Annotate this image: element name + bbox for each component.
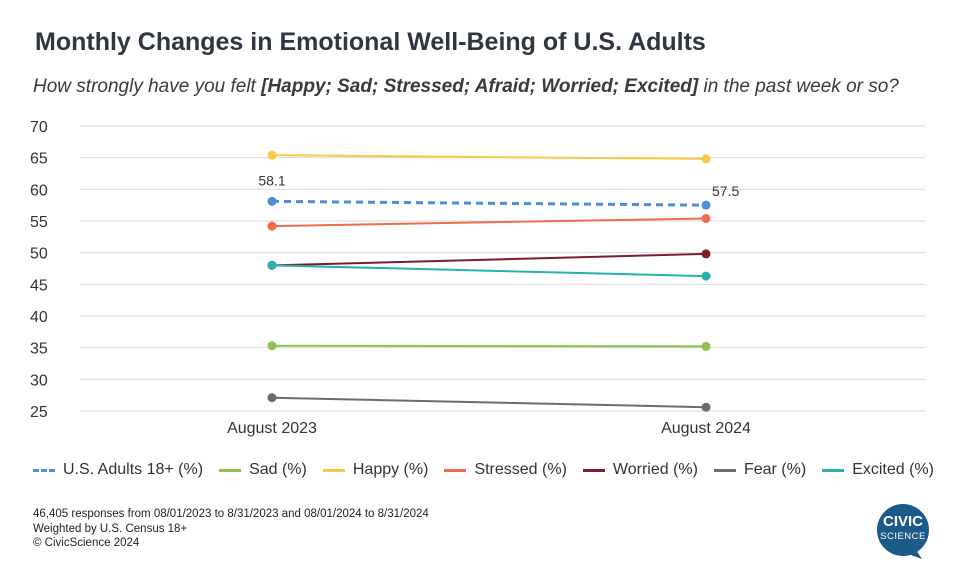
data-point [267,196,277,206]
data-label: 57.5 [712,183,739,199]
legend-swatch [713,468,736,472]
series-line [271,217,707,228]
legend-swatch [322,468,345,472]
y-tick-label: 50 [30,246,48,263]
y-tick-label: 25 [30,404,48,421]
y-tick-label: 70 [30,119,48,136]
series-line [271,344,707,348]
series-line [271,199,707,207]
chart-legend: U.S. Adults 18+ (%) Sad (%) Happy (%) Stres… [33,461,950,479]
subtitle-suffix: in the past week or so? [698,76,899,97]
logo-bubble-icon [877,504,929,559]
legend-label: Happy (%) [352,461,429,478]
subtitle-prefix: How strongly have you felt [33,76,262,97]
legend-label: Fear (%) [743,461,807,478]
legend-swatch [822,468,845,472]
y-tick-label: 60 [30,182,48,199]
chart-subtitle: How strongly have you felt [Happy; Sad; … [33,76,899,98]
legend-item: Fear (%) [713,461,807,479]
legend-label: Excited (%) [852,461,934,478]
y-tick-label: 40 [30,309,48,326]
data-point [701,200,711,210]
y-tick-label: 55 [30,214,48,231]
y-tick-label: 65 [30,151,48,168]
data-point [267,341,277,351]
data-point [267,221,277,231]
legend-item: Stressed (%) [444,461,567,479]
series-line [271,154,707,160]
data-point [701,249,711,259]
series-line [271,252,707,267]
series-line [271,396,707,409]
y-tick-label: 35 [30,341,48,358]
legend-item: Worried (%) [582,461,698,479]
footer-copyright: © CivicScience 2024 [33,537,140,549]
legend-swatch [33,468,55,472]
data-point [701,271,711,281]
legend-item: Happy (%) [322,461,429,479]
legend-item: Sad (%) [219,461,307,479]
legend-item: Excited (%) [822,461,934,479]
data-point [267,260,277,270]
footer-notes: 46,405 responses from 08/01/2023 to 8/31… [33,507,429,551]
data-point [701,154,711,164]
data-point [267,150,277,160]
y-tick-label: 45 [30,277,48,294]
data-point [701,213,711,223]
legend-swatch [444,468,467,472]
line-chart: 25 30 35 40 45 50 55 60 65 70 August 2023 August 20… [30,119,925,437]
chart-title: Monthly Changes in Emotional Well-Being … [35,28,706,56]
legend-item: U.S. Adults 18+ (%) [33,461,203,479]
legend-label: U.S. Adults 18+ (%) [63,461,204,478]
x-tick-label: August 2023 [227,420,317,437]
legend-label: Worried (%) [612,461,698,478]
civicscience-logo: CIVIC SCIENCE [872,503,934,561]
data-point [701,402,711,412]
subtitle-bold: [Happy; Sad; Stressed; Afraid; Worried; … [261,76,699,97]
x-tick-label: August 2024 [661,420,751,437]
logo-text-civic: CIVIC [882,513,923,530]
legend-swatch [582,468,605,472]
data-point [267,393,277,403]
series-line [271,264,707,278]
legend-swatch [219,468,242,472]
logo-text-science: SCIENCE [880,531,926,542]
data-point [701,341,711,351]
legend-label: Sad (%) [249,461,307,478]
y-tick-label: 30 [30,372,48,389]
footer-responses: 46,405 responses from 08/01/2023 to 8/31… [33,508,429,520]
footer-weighting: Weighted by U.S. Census 18+ [33,522,188,535]
data-label: 58.1 [258,172,285,188]
legend-label: Stressed (%) [474,461,567,478]
